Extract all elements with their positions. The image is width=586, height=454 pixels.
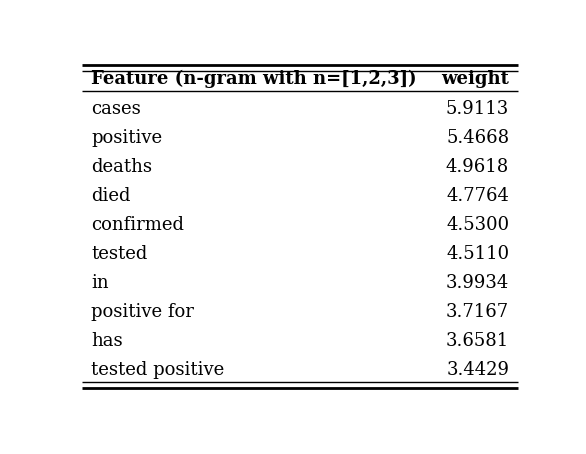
Text: in: in — [91, 274, 109, 292]
Text: tested: tested — [91, 245, 148, 263]
Text: Feature (n-gram with n=[1,2,3]): Feature (n-gram with n=[1,2,3]) — [91, 70, 417, 88]
Text: deaths: deaths — [91, 158, 152, 176]
Text: 4.7764: 4.7764 — [447, 187, 509, 205]
Text: 4.9618: 4.9618 — [446, 158, 509, 176]
Text: 5.9113: 5.9113 — [446, 100, 509, 118]
Text: positive: positive — [91, 128, 162, 147]
Text: tested positive: tested positive — [91, 361, 224, 379]
Text: 3.7167: 3.7167 — [446, 303, 509, 321]
Text: has: has — [91, 332, 123, 350]
Text: 4.5110: 4.5110 — [446, 245, 509, 263]
Text: positive for: positive for — [91, 303, 195, 321]
Text: 5.4668: 5.4668 — [446, 128, 509, 147]
Text: 3.4429: 3.4429 — [446, 361, 509, 379]
Text: 4.5300: 4.5300 — [446, 216, 509, 234]
Text: weight: weight — [441, 70, 509, 88]
Text: 3.6581: 3.6581 — [446, 332, 509, 350]
Text: 3.9934: 3.9934 — [446, 274, 509, 292]
Text: confirmed: confirmed — [91, 216, 185, 234]
Text: cases: cases — [91, 100, 141, 118]
Text: died: died — [91, 187, 131, 205]
